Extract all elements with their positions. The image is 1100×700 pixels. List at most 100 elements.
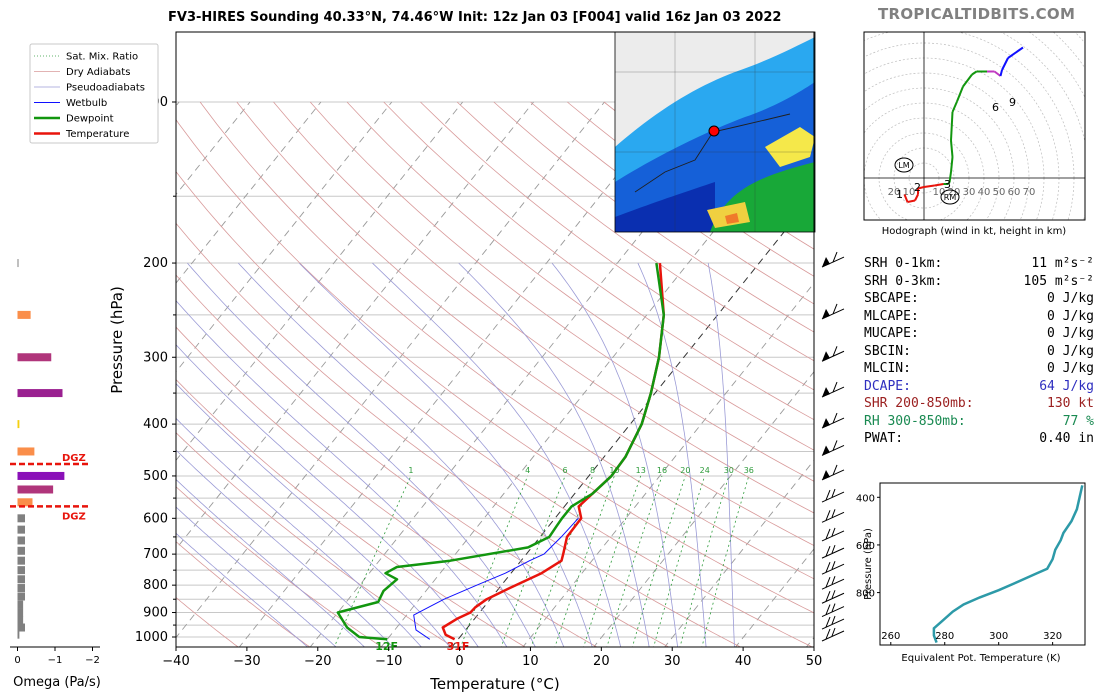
dry-adiabat [176, 326, 598, 647]
legend-box [29, 43, 159, 144]
barb-staff [821, 578, 845, 590]
legend-entry: Dewpoint [66, 114, 114, 125]
parameter-label: RH 300-850mb: [864, 413, 966, 429]
hodograph-segment [1007, 46, 1024, 59]
mixing-ratio-label: 20 [680, 466, 690, 475]
wind-barb [821, 464, 845, 481]
parameter-value: 105 m²s⁻² [1023, 273, 1094, 289]
radar-map-inset [614, 31, 816, 233]
barb-pennant [822, 469, 830, 480]
hodograph-frame [863, 31, 1086, 221]
hodograph-height-label: 6 [992, 101, 999, 114]
x-tick-label: 20 [593, 654, 610, 669]
wind-barbs [821, 251, 845, 642]
map-borders [615, 32, 815, 232]
storm-motion-rm-label: RM [944, 193, 957, 202]
parameter-label: DCAPE: [864, 378, 911, 394]
parameter-value: 130 kt [1047, 396, 1094, 411]
hodograph-height-label: 2 [914, 181, 921, 194]
moist-adiabat [176, 417, 422, 647]
omega-bar [17, 447, 35, 456]
wind-barb [821, 590, 845, 604]
theta-e-y-tick-label: 600 [856, 541, 875, 552]
x-tick-label: −40 [162, 654, 189, 669]
isotherm [176, 101, 534, 550]
omega-tick-label: −1 [48, 655, 63, 666]
legend-entry: Sat. Mix. Ratio [66, 52, 138, 63]
theta-e-y-tick-label: 800 [856, 589, 875, 600]
precip-deep-blue [615, 182, 715, 232]
barb-flag [832, 464, 838, 476]
dry-adiabat [493, 101, 814, 333]
dry-adiabat [176, 379, 526, 647]
hodograph-segment [950, 140, 954, 158]
mixing-ratio-label: 8 [590, 466, 595, 475]
parameter-label: SBCAPE: [864, 291, 919, 306]
isotherm [176, 101, 180, 107]
x-tick-label: 10 [522, 654, 539, 669]
x-tick-label: −20 [304, 654, 331, 669]
parameter-row: SBCIN: 0 J/kg [864, 343, 1094, 361]
hodograph-segment [934, 183, 944, 187]
hodograph-tick-label: 20 [888, 187, 901, 198]
wind-barb [821, 440, 845, 456]
surface-temp-label: 31F [447, 640, 470, 653]
dry-adiabat [176, 486, 383, 647]
theta-e-y-label: Pressure (hPa) [863, 528, 874, 600]
parameter-row: SHR 200-850mb: 130 kt [864, 395, 1094, 413]
mixing-ratio-label: 13 [636, 466, 646, 475]
moist-adiabat [187, 262, 536, 647]
parameter-value: 77 % [1062, 413, 1094, 429]
omega-bar [17, 592, 25, 601]
parameter-row: DCAPE: 64 J/kg [864, 378, 1094, 396]
theta-e-x-tick-label: 260 [881, 631, 900, 642]
hodograph-segment [950, 111, 954, 141]
moist-adiabat [707, 263, 735, 647]
parameter-label: MLCIN: [864, 361, 911, 376]
hodograph-height-label: 3 [944, 178, 951, 191]
mixing-ratio-line [583, 475, 642, 647]
wind-barb [821, 251, 845, 268]
dry-adiabat [420, 101, 814, 391]
series-dewpoint [336, 262, 666, 641]
dry-adiabat [456, 101, 814, 362]
dry-adiabat [0, 102, 168, 648]
omega-tick-label: −2 [85, 655, 100, 666]
y-tick-label: 400 [143, 417, 168, 432]
barb-flag [825, 561, 831, 573]
sounding-parameters: SRH 0-1km: 11 m²s⁻² SRH 0-3km: 105 m²s⁻² SBC… [864, 255, 1094, 448]
y-tick-label: 900 [143, 606, 168, 621]
omega-bar [17, 630, 20, 639]
brand-watermark: TROPICALTIDBITS.COM [878, 5, 1076, 23]
barb-pennant [822, 351, 830, 362]
omega-bar [17, 514, 25, 523]
hodograph-tick-label: 20 [948, 187, 961, 198]
isotherm [176, 101, 605, 639]
omega-bar [17, 623, 25, 632]
parameter-value: 0 J/kg [1047, 291, 1094, 306]
moist-adiabat [176, 300, 508, 647]
parameter-row: MLCAPE: 0 J/kg [864, 308, 1094, 326]
isotherm [176, 101, 464, 462]
moist-adiabat [176, 383, 451, 647]
barb-flag [832, 412, 838, 424]
moist-adiabat [458, 262, 650, 647]
series-wetbulb [413, 517, 579, 640]
hodograph-segment [993, 70, 1002, 77]
hodograph-segment [950, 156, 954, 173]
dry-adiabat [176, 597, 239, 647]
dry-adiabat [176, 274, 670, 647]
barb-flag [831, 509, 836, 518]
barb-staff [821, 491, 845, 503]
barb-pennant [822, 308, 830, 319]
x-tick-label: −10 [375, 654, 402, 669]
mixing-ratio-line [679, 475, 730, 647]
parameter-label: MUCAPE: [864, 326, 919, 341]
hodograph-tick-label: 30 [963, 187, 976, 198]
dry-adiabat [176, 432, 455, 647]
wind-barb [821, 544, 845, 559]
mixing-ratio-label: 30 [724, 466, 734, 475]
mixing-ratio-line [631, 475, 686, 647]
